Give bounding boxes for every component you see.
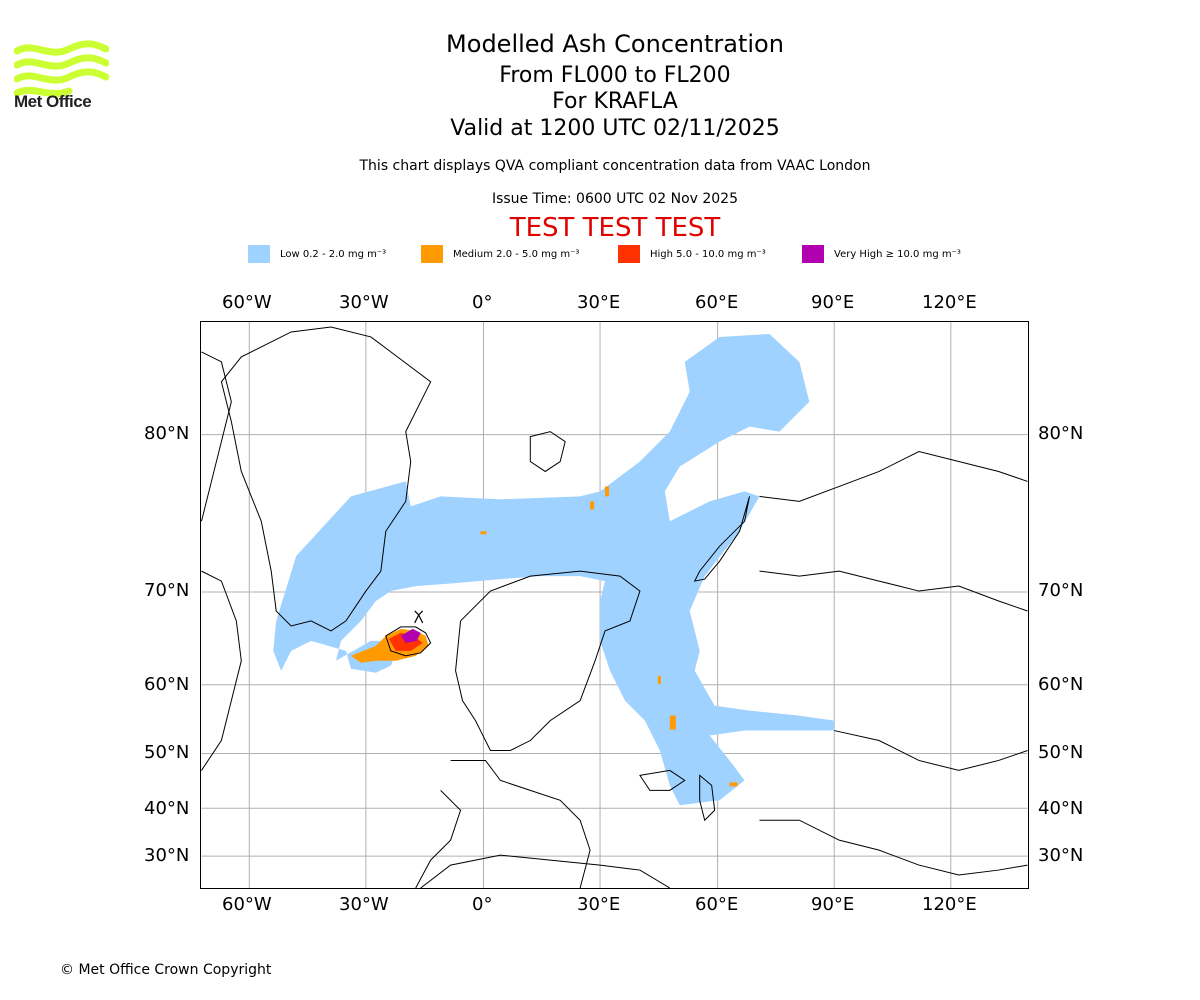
lon-label-bottom: 30°W [339,894,389,915]
test-banner: TEST TEST TEST [509,213,721,243]
copyright-notice: © Met Office Crown Copyright [60,962,272,978]
coastlines [201,326,1028,888]
lon-label-top: 120°E [922,292,977,313]
ash-very-high-region [400,628,421,643]
lon-label-top: 60°E [695,292,739,313]
legend-swatch [421,245,443,263]
ash-map [200,321,1029,889]
lon-label-bottom: 0° [472,894,493,915]
volcano-icon [414,610,424,624]
ash-low-region [273,333,835,806]
legend-label: Medium 2.0 - 5.0 mg m⁻³ [453,248,580,260]
lon-label-bottom: 30°E [577,894,621,915]
legend-label: Very High ≥ 10.0 mg m⁻³ [834,248,961,260]
issue-time: Issue Time: 0600 UTC 02 Nov 2025 [491,191,739,207]
lat-label-left: 80°N [144,423,190,444]
lat-label-left: 40°N [144,798,190,819]
legend-swatch [802,245,824,263]
volcano-name: For KRAFLA [552,89,678,114]
legend-swatch [248,245,270,263]
lat-label-right: 40°N [1038,798,1084,819]
lon-label-bottom: 60°E [695,894,739,915]
lon-label-bottom: 60°W [222,894,272,915]
flight-levels: From FL000 to FL200 [499,63,731,88]
legend-label: Low 0.2 - 2.0 mg m⁻³ [280,248,387,260]
lat-label-right: 30°N [1038,845,1084,866]
lat-label-left: 30°N [144,845,190,866]
legend-item-medium: Medium 2.0 - 5.0 mg m⁻³ [421,244,579,264]
lat-label-left: 70°N [144,580,190,601]
lon-label-bottom: 90°E [811,894,855,915]
legend-item-very-high: Very High ≥ 10.0 mg m⁻³ [802,244,961,264]
lat-label-left: 60°N [144,674,190,695]
lon-label-top: 90°E [811,292,855,313]
lon-label-top: 60°W [222,292,272,313]
lat-label-right: 60°N [1038,674,1084,695]
met-office-logo-icon [14,40,109,98]
legend-item-high: High 5.0 - 10.0 mg m⁻³ [618,244,766,264]
legend-swatch [618,245,640,263]
lon-label-top: 30°W [339,292,389,313]
chart-title: Modelled Ash Concentration [446,30,784,58]
lat-label-right: 50°N [1038,742,1084,763]
valid-time: Valid at 1200 UTC 02/11/2025 [450,116,780,141]
lat-label-right: 70°N [1038,580,1084,601]
logo-text: Met Office [14,92,92,111]
lon-label-bottom: 120°E [922,894,977,915]
lat-label-right: 80°N [1038,423,1084,444]
lon-label-top: 30°E [577,292,621,313]
lat-label-left: 50°N [144,742,190,763]
legend-label: High 5.0 - 10.0 mg m⁻³ [650,248,766,260]
lon-label-top: 0° [472,292,493,313]
legend-item-low: Low 0.2 - 2.0 mg m⁻³ [248,244,386,264]
qva-note: This chart displays QVA compliant concen… [359,158,871,174]
